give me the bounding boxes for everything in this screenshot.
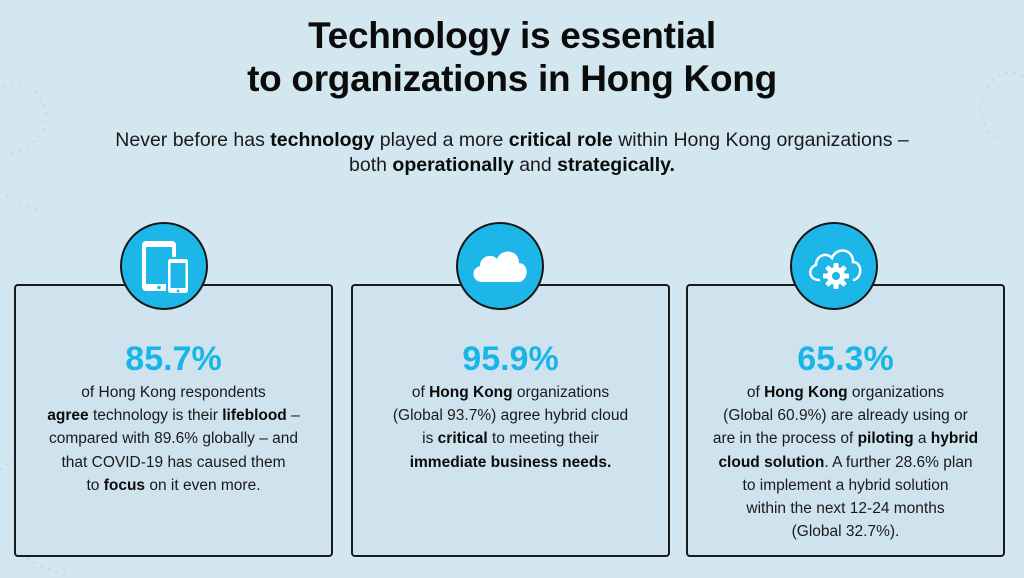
page-subtitle: Never before has technology played a mor…	[0, 128, 1024, 178]
cloud-icon	[473, 251, 527, 282]
desc-bold: focus	[103, 476, 146, 494]
desc-text: of	[746, 384, 765, 401]
desc-text: to	[86, 476, 104, 494]
cloud-gear-badge	[790, 222, 878, 310]
desc-text: to meeting their	[487, 430, 599, 448]
desc-text: –	[286, 407, 300, 425]
devices-icon	[142, 241, 190, 295]
desc-bold: cloud solution	[718, 453, 825, 471]
desc-bold: piloting	[857, 430, 914, 448]
stat-card-technology-lifeblood: 85.7% of Hong Kong respondents agree tec…	[14, 284, 333, 557]
desc-text: (Global 32.7%).	[791, 523, 900, 541]
desc-bold: Hong Kong	[764, 384, 848, 401]
stat-card-hybrid-cloud-solution: 65.3% of Hong Kong organizations (Global…	[686, 284, 1005, 557]
desc-bold: immediate business needs.	[409, 453, 612, 471]
stat-card-hybrid-cloud-critical: 95.9% of Hong Kong organizations (Global…	[351, 284, 670, 557]
subtitle-bold: operationally	[392, 154, 514, 176]
cloud-badge	[456, 222, 544, 310]
desc-text: compared with 89.6% globally – and	[48, 430, 298, 448]
desc-text: (Global 60.9%) are already using or	[723, 407, 968, 425]
desc-bold: critical	[437, 430, 488, 448]
stat-description: of Hong Kong organizations (Global 93.7%…	[363, 381, 658, 474]
subtitle-text: both	[349, 154, 393, 176]
desc-text: that COVID-19 has caused them	[61, 453, 286, 471]
subtitle-text: Never before has	[115, 129, 271, 151]
desc-bold: Hong Kong	[429, 384, 513, 401]
subtitle-bold: technology	[270, 129, 375, 151]
subtitle-text: played a more	[374, 129, 509, 151]
desc-bold: lifeblood	[222, 407, 287, 425]
title-line-1: Technology is essential	[308, 15, 716, 56]
desc-text: of Hong Kong respondents	[81, 384, 266, 401]
stat-value: 85.7%	[125, 340, 222, 378]
desc-text: a	[913, 430, 931, 448]
desc-text: to implement a hybrid solution	[742, 476, 949, 494]
cloud-gear-icon	[809, 249, 862, 289]
desc-text: technology is their	[88, 407, 223, 425]
subtitle-text: and	[513, 154, 558, 176]
desc-text: within the next 12-24 months	[746, 500, 945, 518]
desc-text: is	[422, 430, 438, 448]
title-line-2: to organizations in Hong Kong	[247, 58, 777, 99]
desc-text: of	[411, 384, 430, 401]
stat-value: 95.9%	[462, 340, 559, 378]
subtitle-bold: strategically.	[557, 154, 675, 176]
subtitle-text: within Hong Kong organizations –	[612, 129, 909, 151]
devices-badge	[120, 222, 208, 310]
desc-text: . A further 28.6% plan	[824, 453, 973, 471]
desc-text: (Global 93.7%) agree hybrid cloud	[392, 407, 629, 425]
stat-value: 65.3%	[797, 340, 894, 378]
desc-text: are in the process of	[712, 430, 858, 448]
page-title: Technology is essential to organizations…	[0, 14, 1024, 100]
subtitle-bold: critical role	[508, 129, 613, 151]
desc-text: organizations	[847, 384, 945, 401]
stat-description: of Hong Kong respondents agree technolog…	[26, 381, 321, 497]
stat-description: of Hong Kong organizations (Global 60.9%…	[698, 381, 993, 543]
desc-bold: agree	[47, 407, 89, 425]
desc-bold: hybrid	[930, 430, 979, 448]
desc-text: on it even more.	[145, 476, 261, 494]
desc-text: organizations	[512, 384, 610, 401]
